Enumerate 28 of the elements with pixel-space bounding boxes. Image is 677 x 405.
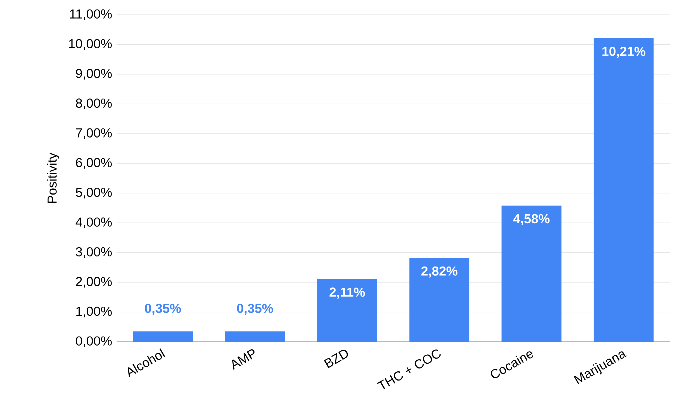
y-tick-label: 4,00% (76, 218, 112, 228)
x-tick-label: AMP (232, 350, 255, 370)
bar (594, 38, 654, 342)
y-axis-title: Positivity (47, 152, 60, 204)
data-label: 2,11% (330, 288, 366, 299)
y-tick-label: 1,00% (76, 306, 112, 318)
y-tick-label: 3,00% (76, 247, 112, 258)
bar (317, 279, 378, 342)
x-tick-label: THC + COC (377, 350, 441, 390)
data-label: 10,21% (602, 47, 646, 58)
data-label: 2,82% (422, 266, 458, 278)
y-tick-label: 2,00% (76, 277, 112, 288)
bar (502, 206, 562, 342)
bar (225, 332, 286, 342)
data-label: 4,58% (514, 214, 550, 226)
y-tick-label: 11,00% (70, 10, 112, 20)
y-tick-label: 0,00% (76, 336, 112, 348)
y-tick-label: 8,00% (76, 98, 112, 110)
x-tick-label: BZD (324, 350, 348, 368)
data-label: 0,35% (237, 304, 274, 316)
bar (133, 332, 194, 342)
data-label: 0,35% (145, 304, 182, 316)
y-tick-label: 9,00% (76, 69, 112, 80)
y-tick-label: 5,00% (76, 188, 112, 199)
y-tick-label: 6,00% (76, 158, 112, 169)
y-tick-label: 7,00% (76, 128, 112, 140)
bar (410, 258, 470, 342)
y-tick-label: 10,00% (69, 39, 112, 50)
